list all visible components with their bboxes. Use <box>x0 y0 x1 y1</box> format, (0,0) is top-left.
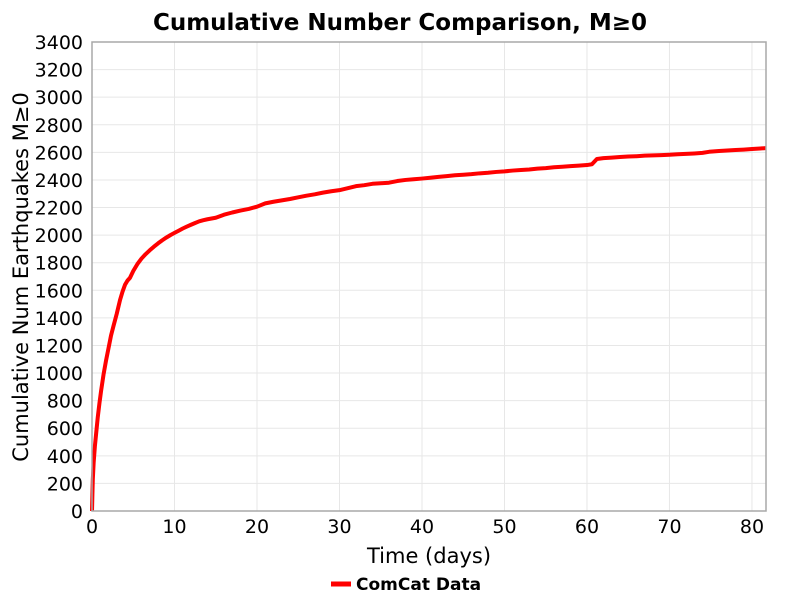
chart-title: Cumulative Number Comparison, M≥0 <box>153 10 647 36</box>
y-tick-label: 2600 <box>35 142 83 164</box>
x-axis-label: Time (days) <box>366 544 491 568</box>
x-tick-label: 30 <box>327 516 351 538</box>
x-tick-label: 10 <box>162 516 186 538</box>
legend-series-label: ComCat Data <box>356 575 481 595</box>
y-tick-label: 2000 <box>35 225 83 247</box>
y-tick-label: 2400 <box>35 170 83 192</box>
y-tick-label: 2800 <box>35 115 83 137</box>
plot-frame <box>91 41 767 512</box>
gridlines <box>91 41 766 512</box>
y-tick-label: 600 <box>47 418 83 440</box>
comcat-data-line <box>90 146 767 512</box>
y-axis-tick-labels: 0 200 400 600 800 1000 1200 1400 1600 1800 2000 220… <box>35 32 83 523</box>
y-tick-label: 200 <box>47 473 83 495</box>
y-tick-label: 3200 <box>35 60 83 82</box>
x-tick-label: 80 <box>740 516 764 538</box>
y-axis-label: Cumulative Num Earthquakes M≥0 <box>9 92 33 462</box>
y-tick-label: 800 <box>47 391 83 413</box>
x-tick-label: 40 <box>410 516 434 538</box>
legend: ComCat Data <box>331 575 481 595</box>
y-tick-label: 1400 <box>35 308 83 330</box>
y-tick-label: 3400 <box>35 32 83 54</box>
x-tick-label: 70 <box>657 516 681 538</box>
y-tick-label: 3000 <box>35 87 83 109</box>
y-tick-label: 1800 <box>35 253 83 275</box>
x-tick-label: 0 <box>86 516 98 538</box>
x-tick-label: 50 <box>492 516 516 538</box>
y-tick-label: 2200 <box>35 198 83 220</box>
x-axis-tick-labels: 0 10 20 30 40 50 60 70 80 <box>86 516 764 538</box>
y-tick-label: 1000 <box>35 363 83 385</box>
y-tick-label: 0 <box>71 501 83 523</box>
y-tick-label: 1600 <box>35 280 83 302</box>
x-tick-label: 20 <box>245 516 269 538</box>
y-tick-label: 400 <box>47 446 83 468</box>
x-tick-label: 60 <box>575 516 599 538</box>
y-tick-label: 1200 <box>35 335 83 357</box>
